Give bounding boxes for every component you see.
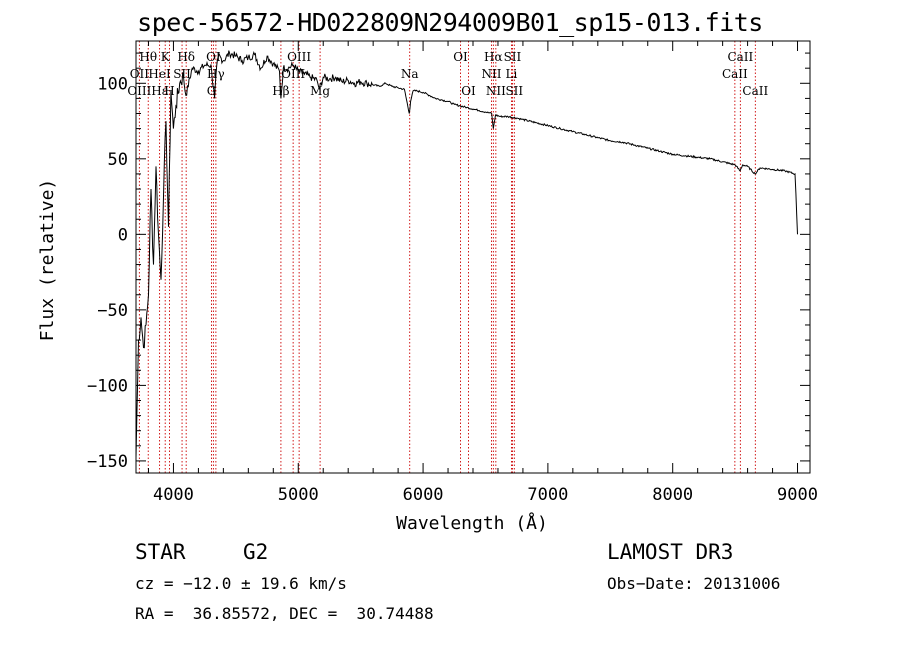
y-axis-label: Flux (relative)	[37, 179, 58, 342]
plot-frame	[135, 40, 811, 474]
spectrum-series	[135, 50, 798, 458]
x-axis-label: Wavelength (Å)	[396, 512, 548, 534]
spectral-line-label: K	[161, 50, 171, 64]
axis-ticks: 4000 5000 6000 7000 8000 9000 −150 −100 −50 0 50 10…	[87, 41, 818, 505]
y-tick-label: 50	[108, 150, 128, 170]
x-tick-label: 7000	[527, 485, 568, 505]
spectral-line-markers	[138, 41, 756, 473]
y-tick-label: −50	[97, 301, 128, 321]
spectral-line-label: Hε	[151, 84, 168, 98]
y-tick-label: −150	[87, 452, 128, 472]
spectral-line-label: HeI	[148, 67, 171, 81]
spectral-line-label: Na	[401, 67, 419, 81]
spectral-line-label: OI	[206, 50, 221, 64]
spectral-line-label: Li	[506, 67, 518, 81]
object-subclass: G2	[243, 540, 269, 564]
y-tick-label: 100	[97, 74, 128, 94]
spectral-line-label: G	[207, 84, 217, 98]
spectral-line-label: CaII	[727, 50, 753, 64]
x-tick-label: 6000	[403, 485, 444, 505]
spectral-line-label: Hδ	[177, 50, 195, 64]
y-tick-label: 0	[118, 225, 128, 245]
spectral-line-label: Mg	[310, 84, 330, 98]
spectral-line-label: OII	[130, 67, 150, 81]
spectrum-line	[135, 50, 798, 458]
spectral-line-label: H	[164, 84, 174, 98]
plot-axes	[135, 40, 811, 474]
spectral-line-label: SII	[505, 84, 523, 98]
redshift-info: cz = −12.0 ± 19.6 km/s	[135, 574, 347, 593]
spectral-line-label: SII	[504, 50, 522, 64]
spectral-line-label: CaII	[722, 67, 748, 81]
spectral-line-label: OI	[461, 84, 476, 98]
spectral-line-label: OIII	[127, 84, 151, 98]
x-tick-label: 4000	[153, 485, 194, 505]
survey-name: LAMOST DR3	[607, 540, 734, 564]
object-class: STAR	[135, 540, 186, 564]
spectral-line-label: Hα	[484, 50, 503, 64]
x-tick-label: 5000	[278, 485, 319, 505]
spectral-line-label: NII	[481, 67, 501, 81]
spectral-line-label: NII	[486, 84, 506, 98]
y-tick-label: −100	[87, 376, 128, 396]
spectral-line-label: OI	[453, 50, 468, 64]
x-tick-label: 9000	[777, 485, 818, 505]
coordinates-info: RA = 36.85572, DEC = 30.74488	[135, 604, 434, 623]
x-tick-label: 8000	[652, 485, 693, 505]
observation-date: Obs−Date: 20131006	[607, 574, 781, 593]
spectral-line-label: CaII	[742, 84, 768, 98]
spectral-line-label: Hθ	[139, 50, 157, 64]
spectral-line-label: OIII	[287, 50, 311, 64]
chart-title: spec-56572-HD022809N294009B01_sp15-013.f…	[137, 8, 763, 37]
